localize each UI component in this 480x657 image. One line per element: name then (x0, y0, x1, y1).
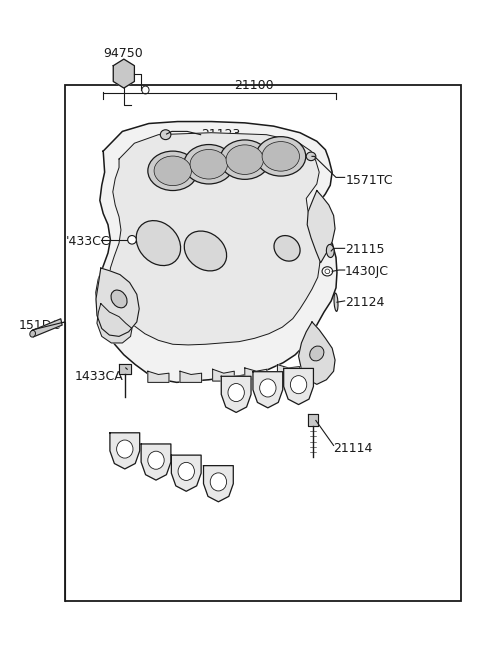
Polygon shape (171, 455, 201, 491)
Text: 1433CA: 1433CA (74, 370, 123, 383)
Polygon shape (253, 372, 283, 408)
Polygon shape (141, 444, 171, 480)
Polygon shape (307, 191, 335, 263)
Ellipse shape (128, 236, 136, 244)
Ellipse shape (256, 137, 306, 176)
Ellipse shape (290, 376, 307, 394)
Text: 21115: 21115 (345, 243, 384, 256)
Polygon shape (113, 59, 134, 88)
Text: 21100: 21100 (235, 79, 274, 92)
Polygon shape (96, 268, 139, 336)
Polygon shape (308, 414, 318, 426)
Ellipse shape (190, 150, 228, 179)
Ellipse shape (322, 267, 333, 276)
Text: 21124: 21124 (345, 296, 384, 309)
Ellipse shape (326, 244, 334, 258)
Ellipse shape (184, 231, 227, 271)
Polygon shape (221, 376, 251, 413)
Ellipse shape (306, 152, 316, 161)
Polygon shape (96, 122, 337, 382)
Ellipse shape (178, 463, 194, 480)
Ellipse shape (148, 151, 198, 191)
Polygon shape (284, 369, 313, 405)
Ellipse shape (184, 145, 234, 184)
Text: 94750: 94750 (103, 47, 143, 60)
Polygon shape (180, 371, 202, 382)
Polygon shape (277, 365, 300, 376)
Ellipse shape (310, 346, 324, 361)
Polygon shape (119, 364, 131, 374)
Ellipse shape (117, 440, 133, 458)
Polygon shape (110, 433, 140, 469)
Ellipse shape (136, 221, 180, 265)
Ellipse shape (160, 129, 171, 140)
Text: 1430JC: 1430JC (345, 265, 389, 278)
Ellipse shape (142, 86, 149, 94)
Ellipse shape (228, 384, 244, 401)
Ellipse shape (325, 269, 330, 274)
Ellipse shape (148, 451, 164, 469)
Polygon shape (213, 369, 234, 381)
Polygon shape (97, 304, 132, 343)
Polygon shape (245, 368, 267, 379)
Ellipse shape (262, 142, 300, 171)
Polygon shape (32, 319, 62, 337)
Ellipse shape (111, 290, 127, 308)
Polygon shape (109, 133, 320, 345)
Ellipse shape (154, 156, 192, 185)
Ellipse shape (226, 145, 264, 175)
Ellipse shape (210, 473, 227, 491)
Ellipse shape (274, 236, 300, 261)
Polygon shape (299, 322, 335, 384)
Text: 21123: 21123 (202, 128, 241, 141)
Text: 21114: 21114 (334, 442, 373, 455)
Text: 151DC: 151DC (18, 319, 60, 332)
Ellipse shape (220, 140, 270, 179)
Ellipse shape (334, 293, 338, 311)
Bar (65, 85, 461, 601)
Polygon shape (204, 466, 233, 502)
Ellipse shape (260, 379, 276, 397)
Text: '433CC: '433CC (66, 235, 111, 248)
Text: 1571TC: 1571TC (346, 174, 393, 187)
Ellipse shape (30, 330, 36, 337)
Polygon shape (148, 371, 169, 382)
